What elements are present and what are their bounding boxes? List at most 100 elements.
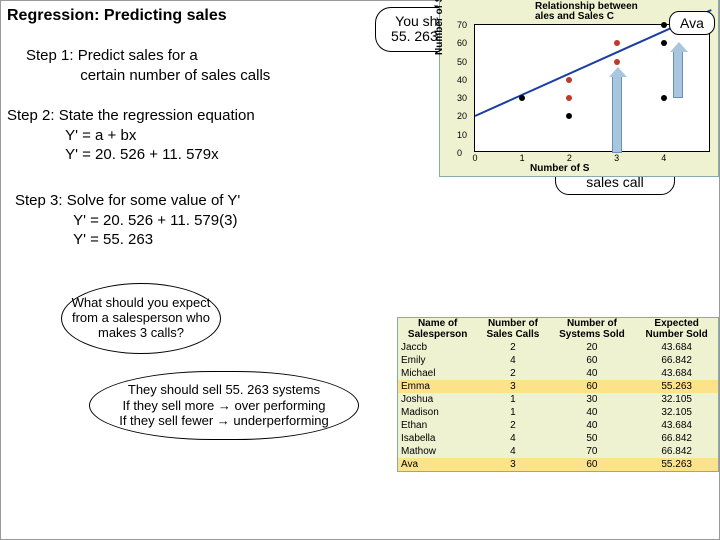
table-header: Number ofSystems Sold	[549, 318, 636, 341]
table-cell: 4	[477, 354, 548, 367]
chart-title: Relationship between ales and Sales C	[535, 2, 638, 22]
xtick: 1	[520, 153, 525, 163]
table-row: Ethan24043.684	[398, 419, 718, 432]
table-cell: 70	[549, 445, 636, 458]
table-row: Madison14032.105	[398, 406, 718, 419]
table-cell: Emily	[398, 354, 477, 367]
ytick: 50	[457, 57, 467, 67]
table-cell: Jaccb	[398, 341, 477, 354]
table-cell: 66.842	[635, 432, 718, 445]
ytick: 70	[457, 20, 467, 30]
table-cell: 66.842	[635, 354, 718, 367]
table-cell: 32.105	[635, 406, 718, 419]
step2-eq1: Y' = a + bx	[65, 127, 136, 144]
data-point	[566, 95, 572, 101]
table-row: Ava36055.263	[398, 458, 718, 471]
data-point	[661, 95, 667, 101]
table-cell: 1	[477, 393, 548, 406]
step2-label: Step 2: State the regression equation	[7, 107, 255, 124]
data-point	[614, 59, 620, 65]
chart-plot-area: 01020304050607001234	[474, 24, 710, 152]
step1-label: Step 1: Predict sales for a	[26, 47, 198, 64]
ytick: 30	[457, 93, 467, 103]
data-point	[566, 77, 572, 83]
table-row: Joshua13032.105	[398, 393, 718, 406]
table-header: Number ofSales Calls	[477, 318, 548, 341]
table-cell: 43.684	[635, 367, 718, 380]
table-row: Emily46066.842	[398, 354, 718, 367]
table-cell: 20	[549, 341, 636, 354]
table-cell: 40	[549, 367, 636, 380]
arrow-up-icon	[612, 76, 622, 153]
xtick: 4	[661, 153, 666, 163]
table-cell: 40	[549, 406, 636, 419]
table-row: Emma36055.263	[398, 380, 718, 393]
table-cell: 43.684	[635, 341, 718, 354]
chart-y-label: Number of Systems	[434, 0, 445, 55]
table-cell: 2	[477, 419, 548, 432]
table-cell: 4	[477, 445, 548, 458]
xtick: 0	[472, 153, 477, 163]
step2-text: Step 2: State the regression equation Y'…	[7, 106, 255, 165]
step2-eq2: Y' = 20. 526 + 11. 579x	[65, 146, 219, 163]
step3-text: Step 3: Solve for some value of Y' Y' = …	[15, 191, 240, 250]
table-cell: 60	[549, 458, 636, 471]
table-row: Michael24043.684	[398, 367, 718, 380]
step3-label: Step 3: Solve for some value of Y'	[15, 192, 240, 209]
table-cell: 3	[477, 458, 548, 471]
table-cell: Mathow	[398, 445, 477, 458]
chart-title-l2: ales and Sales C	[535, 11, 614, 22]
data-table: Name ofSalespersonNumber ofSales CallsNu…	[397, 317, 719, 472]
chart-x-label: Number of S	[530, 163, 589, 174]
table-cell: 1	[477, 406, 548, 419]
table-cell: Joshua	[398, 393, 477, 406]
table-cell: 50	[549, 432, 636, 445]
table-cell: 60	[549, 380, 636, 393]
table-row: Jaccb22043.684	[398, 341, 718, 354]
table-cell: 66.842	[635, 445, 718, 458]
arrow-up-icon	[673, 51, 683, 99]
ytick: 40	[457, 75, 467, 85]
data-point	[614, 40, 620, 46]
callout-answer-l3: If they sell fewer → underperforming	[119, 413, 329, 428]
table-cell: 3	[477, 380, 548, 393]
table-header: ExpectedNumber Sold	[635, 318, 718, 341]
table-cell: Michael	[398, 367, 477, 380]
xtick: 3	[614, 153, 619, 163]
table-row: Mathow47066.842	[398, 445, 718, 458]
callout-question: What should you expect from a salesperso…	[61, 283, 221, 354]
callout-answer-l2: If they sell more → over performing	[122, 398, 325, 413]
callout-answer: They should sell 55. 263 systems If they…	[89, 371, 359, 440]
callout-answer-l1: They should sell 55. 263 systems	[128, 382, 320, 397]
step3-eq1: Y' = 20. 526 + 11. 579(3)	[73, 212, 237, 229]
table-header: Name ofSalesperson	[398, 318, 477, 341]
page-title: Regression: Predicting sales	[7, 7, 227, 25]
data-point	[566, 113, 572, 119]
ytick: 60	[457, 38, 467, 48]
table-cell: 4	[477, 432, 548, 445]
data-point	[661, 40, 667, 46]
ytick: 0	[457, 148, 462, 158]
bubble-ava: Ava	[669, 11, 715, 35]
step1-line2: certain number of sales calls	[80, 67, 270, 84]
table-cell: Madison	[398, 406, 477, 419]
table-cell: Ethan	[398, 419, 477, 432]
table: Name ofSalespersonNumber ofSales CallsNu…	[398, 318, 718, 471]
table-cell: 55.263	[635, 380, 718, 393]
table-row: Isabella45066.842	[398, 432, 718, 445]
table-cell: Isabella	[398, 432, 477, 445]
table-cell: Emma	[398, 380, 477, 393]
data-point	[661, 22, 667, 28]
table-cell: 30	[549, 393, 636, 406]
table-cell: Ava	[398, 458, 477, 471]
step3-eq2: Y' = 55. 263	[73, 231, 153, 248]
ytick: 20	[457, 111, 467, 121]
table-cell: 60	[549, 354, 636, 367]
table-cell: 2	[477, 341, 548, 354]
data-point	[519, 95, 525, 101]
xtick: 2	[567, 153, 572, 163]
table-cell: 55.263	[635, 458, 718, 471]
table-cell: 40	[549, 419, 636, 432]
table-cell: 2	[477, 367, 548, 380]
table-cell: 32.105	[635, 393, 718, 406]
